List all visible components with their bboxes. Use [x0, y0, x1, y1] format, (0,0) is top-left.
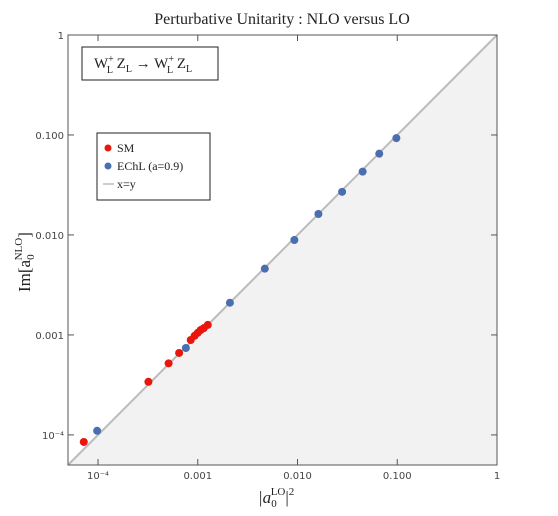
- annotation-part: L: [107, 65, 113, 76]
- y-label-part: ]: [15, 232, 34, 238]
- legend-box: [96, 132, 211, 201]
- x-tick-label: 10⁻⁴: [87, 471, 109, 482]
- legend-marker: [104, 162, 112, 170]
- data-point: [290, 236, 299, 245]
- x-tick-label: 1: [494, 471, 500, 482]
- reference-line: [67, 34, 498, 466]
- plot-frame: [67, 34, 498, 466]
- annotation: W+ L ZL → W+ L ZL: [94, 54, 192, 76]
- data-point: [181, 344, 190, 353]
- x-label-part: |a: [258, 488, 271, 507]
- data-point: [203, 320, 212, 329]
- data-point: [144, 377, 153, 386]
- data-point: [164, 359, 173, 368]
- data-point: [358, 167, 367, 176]
- x-tick-label: 0.100: [383, 471, 412, 482]
- annotation-part: +: [168, 54, 174, 65]
- data-point: [93, 426, 102, 435]
- y-tick-label: 0.100: [35, 131, 64, 142]
- data-point: [375, 149, 384, 158]
- data-point: [260, 264, 269, 273]
- data-point: [225, 298, 234, 307]
- data-point: [392, 134, 401, 143]
- y-label-part: Im[a: [15, 259, 34, 292]
- y-label-part: NLO: [13, 238, 25, 261]
- y-tick-label: 1: [58, 31, 64, 42]
- data-point: [338, 187, 347, 196]
- y-label-part: 0: [25, 254, 37, 260]
- x-label-part: |: [285, 488, 288, 507]
- legend-label: x=y: [117, 177, 136, 191]
- data-point: [79, 437, 88, 446]
- annotation-part: Z: [173, 56, 186, 72]
- x-label-part: 0: [271, 498, 277, 510]
- data-point: [175, 348, 184, 357]
- chart-title: Perturbative Unitarity : NLO versus LO: [154, 11, 410, 28]
- annotation-part: L: [126, 64, 132, 75]
- legend-marker: [104, 144, 112, 152]
- y-tick-label: 0.010: [35, 231, 64, 242]
- y-axis-label: Im[a0NLO]: [13, 232, 37, 292]
- data-point: [314, 210, 323, 219]
- legend-label: EChL (a=0.9): [117, 159, 183, 173]
- annotation-part: Z: [113, 56, 126, 72]
- y-tick-label: 0.001: [35, 331, 64, 342]
- annotation-part: W: [94, 56, 109, 72]
- annotation-part: L: [186, 64, 192, 75]
- annotation-box: [81, 46, 219, 81]
- x-tick-label: 0.001: [183, 471, 212, 482]
- legend-label: SM: [117, 141, 135, 155]
- x-label-part: 2: [289, 486, 295, 498]
- y-tick-label: 10⁻⁴: [42, 431, 64, 442]
- annotation-part: +: [108, 54, 114, 65]
- x-label-part: LO: [271, 486, 286, 498]
- annotation-part: → W: [132, 56, 169, 72]
- annotation-part: L: [167, 65, 173, 76]
- x-axis-label: |a0LO|2: [258, 486, 294, 510]
- x-tick-label: 0.010: [283, 471, 312, 482]
